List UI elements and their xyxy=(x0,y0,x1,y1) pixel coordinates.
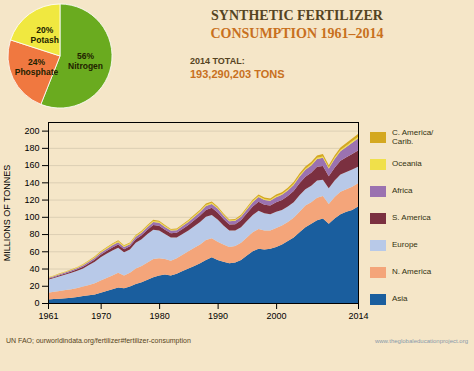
svg-text:60: 60 xyxy=(29,247,39,257)
svg-text:80: 80 xyxy=(29,229,39,239)
html-text:C. America/ Carib.: C. America/ Carib. xyxy=(392,127,434,146)
html-text:Asia: Asia xyxy=(392,294,408,304)
html-text:CONSUMPTION 1961–2014: CONSUMPTION 1961–2014 xyxy=(210,26,384,41)
html-text:Europe: Europe xyxy=(392,240,418,250)
html-text:www.theglobaleducationproject.: www.theglobaleducationproject.org xyxy=(374,338,468,344)
svg-text:1980: 1980 xyxy=(150,311,170,321)
svg-text:1970: 1970 xyxy=(91,311,111,321)
svg-text:140: 140 xyxy=(24,178,39,188)
svg-text:MILLIONS OF TONNES: MILLIONS OF TONNES xyxy=(2,165,12,262)
svg-text:1961: 1961 xyxy=(38,311,58,321)
svg-text:20%Potash: 20%Potash xyxy=(31,25,59,45)
svg-text:180: 180 xyxy=(24,143,39,153)
html-text:S. America: S. America xyxy=(392,213,431,223)
svg-text:40: 40 xyxy=(29,264,39,274)
svg-text:160: 160 xyxy=(24,160,39,170)
svg-text:2014: 2014 xyxy=(348,311,368,321)
html-text:SYNTHETIC FERTILIZER: SYNTHETIC FERTILIZER xyxy=(211,8,383,23)
html-text:193,290,203 TONS: 193,290,203 TONS xyxy=(190,68,285,80)
svg-text:2000: 2000 xyxy=(267,311,287,321)
html-text:N. America: N. America xyxy=(392,267,432,277)
svg-text:120: 120 xyxy=(24,195,39,205)
svg-text:0: 0 xyxy=(34,298,39,308)
svg-text:200: 200 xyxy=(24,126,39,136)
html-text:Oceania: Oceania xyxy=(392,159,422,169)
svg-text:100: 100 xyxy=(24,212,39,222)
html-text:UN FAO; ourworldindata.org/fer: UN FAO; ourworldindata.org/fertilizer#fe… xyxy=(6,337,191,344)
html-text:2014 TOTAL:: 2014 TOTAL: xyxy=(190,56,245,66)
svg-text:20: 20 xyxy=(29,281,39,291)
svg-text:56%Nitrogen: 56%Nitrogen xyxy=(68,51,103,71)
svg-text:24%Phosphate: 24%Phosphate xyxy=(15,57,59,77)
svg-text:1990: 1990 xyxy=(208,311,228,321)
html-text:Africa: Africa xyxy=(392,186,413,196)
